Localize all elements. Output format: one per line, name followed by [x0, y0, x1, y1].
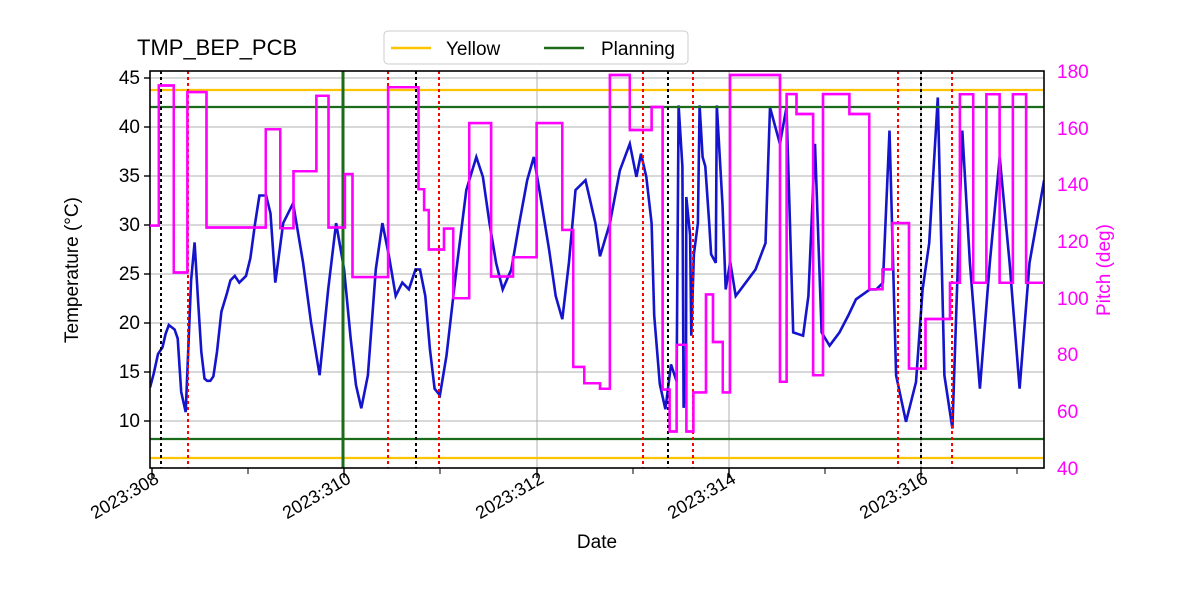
svg-text:20: 20	[119, 313, 140, 334]
svg-text:Yellow: Yellow	[446, 39, 501, 60]
svg-text:40: 40	[1057, 459, 1078, 480]
svg-text:180: 180	[1057, 62, 1089, 83]
svg-text:Planning: Planning	[601, 39, 675, 60]
svg-text:10: 10	[119, 411, 140, 432]
svg-text:120: 120	[1057, 232, 1089, 253]
svg-text:25: 25	[119, 264, 140, 285]
svg-text:35: 35	[119, 166, 140, 187]
svg-text:Pitch (deg): Pitch (deg)	[1094, 224, 1115, 316]
svg-text:Date: Date	[577, 532, 617, 553]
svg-text:Temperature (°C): Temperature (°C)	[62, 197, 83, 343]
svg-text:45: 45	[119, 68, 140, 89]
svg-text:TMP_BEP_PCB: TMP_BEP_PCB	[137, 35, 297, 60]
svg-text:140: 140	[1057, 175, 1089, 196]
svg-text:80: 80	[1057, 345, 1078, 366]
svg-text:40: 40	[119, 117, 140, 138]
svg-text:30: 30	[119, 215, 140, 236]
svg-text:15: 15	[119, 362, 140, 383]
svg-text:100: 100	[1057, 289, 1089, 310]
svg-text:60: 60	[1057, 402, 1078, 423]
svg-text:160: 160	[1057, 119, 1089, 140]
